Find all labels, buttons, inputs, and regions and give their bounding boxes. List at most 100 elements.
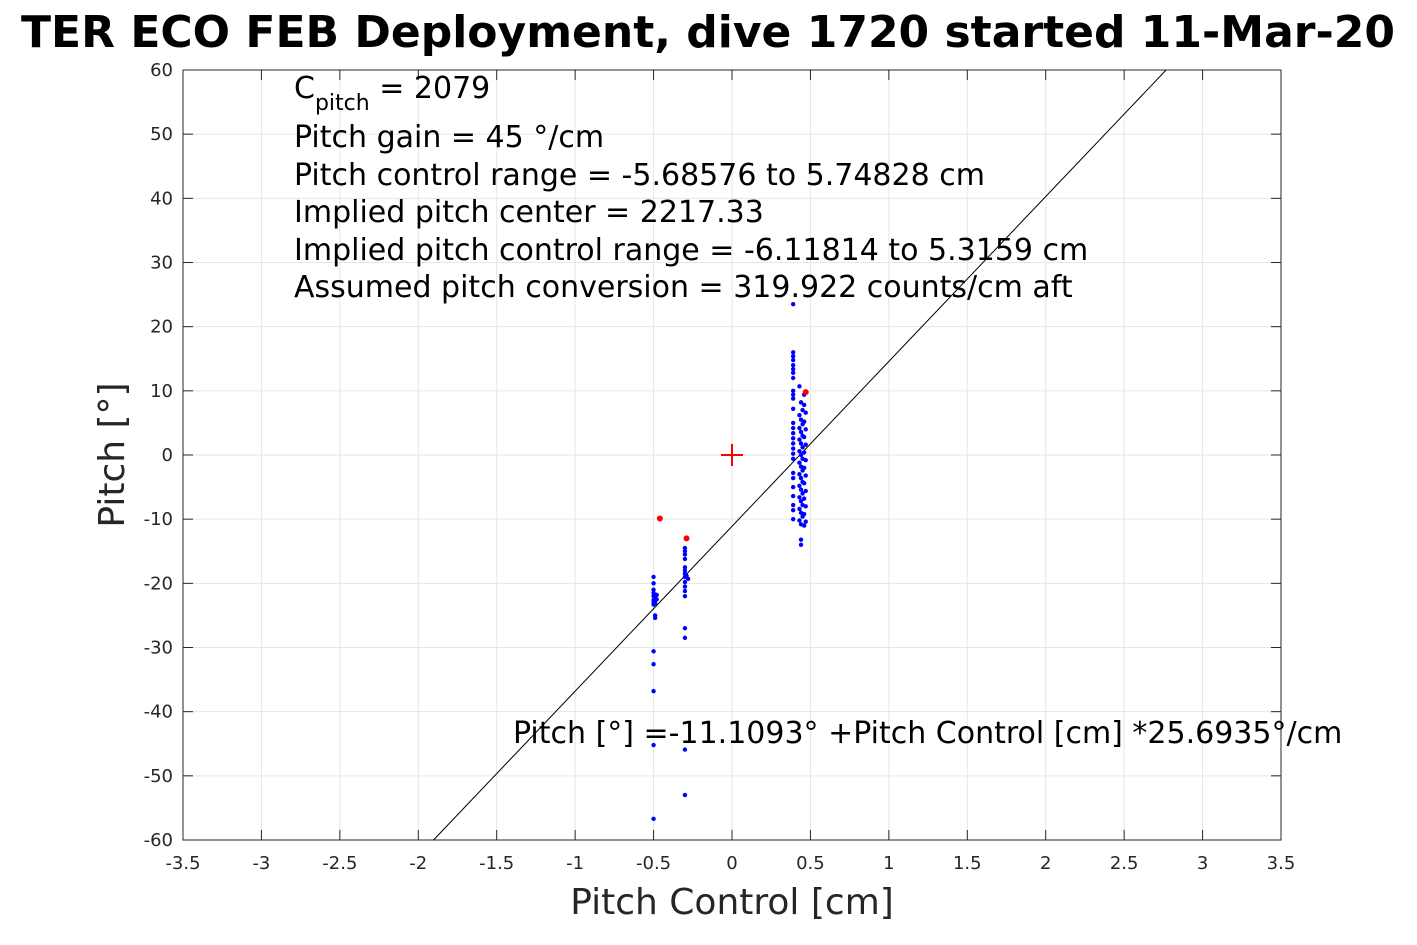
x-tick-label: -1 [566, 853, 584, 874]
y-tick-label: -40 [144, 702, 173, 723]
chart-title: TER ECO FEB Deployment, dive 1720 starte… [21, 7, 1395, 58]
data-point [801, 450, 807, 455]
data-point [790, 451, 796, 456]
data-point [790, 493, 796, 499]
data-point [790, 446, 796, 451]
data-point [797, 413, 802, 418]
data-point [790, 516, 796, 522]
data-point [803, 410, 808, 415]
data-point [801, 419, 807, 424]
data-point [803, 442, 808, 447]
data-point [790, 507, 796, 513]
annotation-line: Pitch gain = 45 °/cm [294, 120, 604, 155]
data-point [790, 484, 796, 490]
data-point [798, 487, 804, 492]
data-point [652, 615, 658, 621]
x-tick-label: 1 [883, 853, 894, 874]
data-point [790, 406, 796, 411]
data-point [651, 688, 656, 694]
x-tick-label: -0.5 [636, 853, 671, 874]
annotation-line: Cpitch = 2079 [294, 71, 490, 116]
data-point [682, 545, 688, 551]
x-tick-label: 3 [1197, 853, 1208, 874]
data-point [682, 549, 688, 554]
x-tick-label: 2 [1040, 853, 1051, 874]
data-point [798, 537, 804, 542]
y-tick-label: 40 [150, 188, 173, 209]
data-point [790, 441, 796, 446]
data-point [801, 523, 807, 528]
annotation-line: Assumed pitch conversion = 319.922 count… [294, 270, 1073, 305]
data-point [654, 592, 659, 598]
data-point [651, 742, 656, 748]
data-point [797, 384, 802, 389]
data-point [790, 470, 796, 476]
data-point [797, 506, 802, 512]
data-point [790, 362, 796, 368]
y-axis-label: Pitch [°] [92, 382, 133, 527]
data-point [790, 357, 796, 363]
data-point [801, 481, 807, 486]
data-points [651, 302, 809, 822]
data-point [800, 491, 805, 496]
y-tick-label: 60 [150, 60, 173, 81]
data-point [798, 475, 804, 481]
data-point [790, 375, 796, 381]
data-point [803, 488, 808, 494]
data-point [801, 434, 807, 440]
data-point [798, 452, 804, 458]
data-point [790, 475, 796, 481]
data-point [798, 441, 804, 446]
data-point [797, 483, 802, 488]
y-tick-label: -50 [144, 766, 173, 787]
data-point [797, 448, 802, 454]
data-point [797, 437, 802, 442]
data-point [651, 581, 656, 586]
data-point [790, 350, 796, 355]
data-point [798, 400, 804, 405]
data-point [800, 407, 805, 413]
data-point [651, 574, 656, 580]
data-point [803, 519, 808, 524]
data-point [790, 425, 796, 431]
data-point [682, 584, 688, 589]
y-tick-label: 10 [150, 381, 173, 402]
x-axis-label: Pitch Control [cm] [570, 882, 894, 923]
data-point [651, 816, 656, 822]
y-tick-label: 30 [150, 253, 173, 274]
axis-ticks: -3.5 -3 -2.5 -2 -1.5 -1 -0.5 0 0.5 1 1.5 2 2.5 3 3.5 60… [144, 60, 1296, 874]
data-point-red [656, 515, 663, 522]
data-point [682, 747, 688, 752]
fit-equation-label: Pitch [°] =-11.1093° +Pitch Control [cm]… [513, 716, 1342, 751]
data-point [803, 504, 808, 509]
x-tick-label: 0 [726, 853, 737, 874]
data-point-red [683, 535, 690, 542]
data-point [790, 370, 796, 376]
data-point [790, 388, 796, 394]
data-point [654, 597, 659, 602]
data-point [803, 473, 808, 478]
data-point [682, 792, 688, 798]
data-point [651, 661, 656, 667]
data-point [790, 420, 796, 426]
data-point [790, 436, 796, 441]
data-point-red [802, 389, 809, 396]
data-point [801, 465, 807, 471]
data-point [651, 602, 656, 607]
data-point [682, 593, 688, 599]
data-point [682, 579, 688, 585]
grid [183, 70, 1281, 840]
data-point [682, 568, 688, 573]
x-tick-label: 0.5 [796, 853, 825, 874]
data-point [651, 587, 656, 592]
x-tick-label: 1.5 [953, 853, 982, 874]
data-point [801, 496, 807, 501]
y-tick-label: 20 [150, 317, 173, 338]
data-point [797, 472, 802, 477]
x-tick-label: 3.5 [1267, 853, 1296, 874]
data-point [797, 495, 802, 500]
x-tick-label: -2.5 [322, 853, 357, 874]
